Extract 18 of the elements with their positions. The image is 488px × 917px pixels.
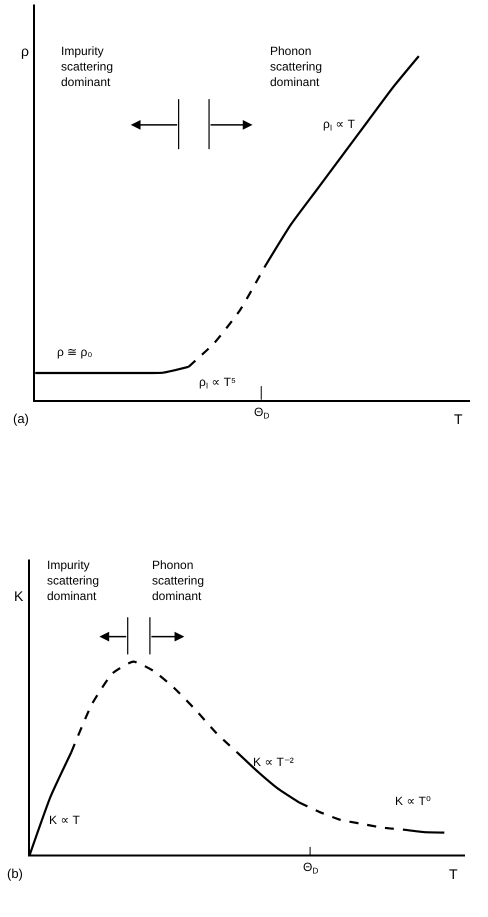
text: Θ$_{D}$	[254, 405, 270, 421]
text: Phonon scattering dominant	[152, 558, 204, 604]
text: (a)	[13, 411, 29, 426]
annotation: Phonon scattering dominant	[270, 44, 322, 90]
x-axis-title: T	[454, 411, 463, 427]
text: (b)	[7, 866, 23, 881]
text: Θ$_{D}$	[303, 860, 318, 876]
annotation: ρ$_{I}$ ∝ T	[323, 117, 356, 133]
y-axis-title: K	[14, 588, 24, 604]
annotation: K ∝ T⁰	[395, 794, 431, 808]
annotation: K ∝ T⁻²	[253, 755, 294, 769]
annotation: ρ ≅ ρ₀	[57, 345, 92, 359]
annotation: K ∝ T	[49, 813, 80, 827]
x-axis-title: T	[449, 866, 458, 882]
annotation: ρ$_{I}$ ∝ T⁵	[199, 375, 236, 391]
text: Impurity scattering dominant	[47, 558, 100, 604]
annotation: Impurity scattering dominant	[61, 44, 114, 90]
y-axis-title: ρ	[21, 43, 29, 59]
